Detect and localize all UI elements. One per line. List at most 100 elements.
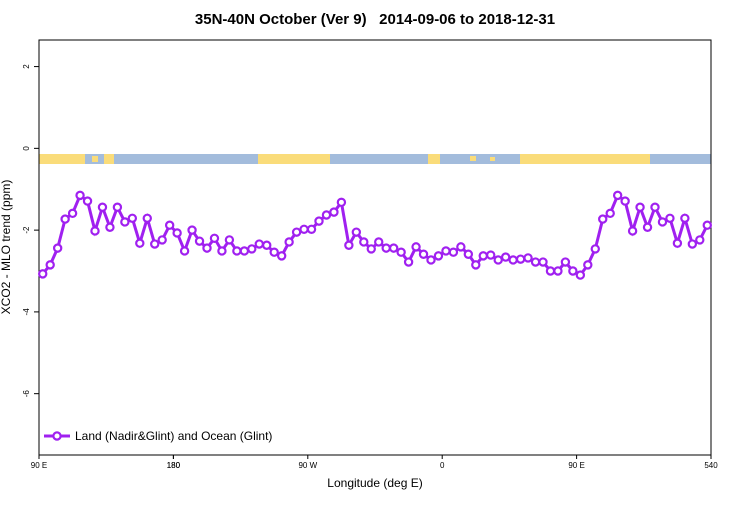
data-point [187,225,197,235]
data-point [612,190,623,201]
land-band [92,156,98,162]
data-point [627,226,638,236]
data-point [262,240,272,250]
land-band [490,157,495,161]
data-point [359,237,369,247]
data-point [388,243,399,253]
land-band [258,154,330,164]
data-point [478,251,488,261]
y-tick-label: -4 [22,308,31,316]
data-point [493,255,503,265]
chart-title: 35N-40N October (Ver 9) 2014-09-06 to 20… [195,11,555,28]
data-point [530,257,541,267]
data-point [702,220,712,230]
data-point [403,257,414,267]
data-point [112,202,123,212]
plot-frame [38,39,712,456]
data-point [366,244,376,254]
data-point [38,269,48,279]
ocean-band [39,154,711,164]
data-point [665,213,675,223]
data-point [426,255,436,265]
data-point [344,240,354,250]
data-point [605,208,615,219]
data-point [523,253,533,263]
data-point [314,216,324,226]
legend-marker [52,431,62,441]
legend-label: Land (Nadir&Glint) and Ocean (Glint) [75,429,272,443]
data-point [329,207,339,217]
data-point [284,237,294,247]
data-point [545,266,556,276]
x-tick-label: 180 [167,461,181,470]
data-point [508,255,518,265]
data-point [232,246,242,256]
data-point [680,213,690,223]
data-point [381,243,391,253]
data-point [217,246,227,256]
data-point [157,235,167,245]
data-point [598,214,608,224]
data-point [105,222,115,232]
data-point [209,233,220,244]
data-point [486,250,496,260]
data-point [575,270,586,280]
data-point [687,239,698,249]
data-point [60,214,70,224]
data-point [276,251,287,261]
data-point [172,228,182,238]
data-point [568,266,578,276]
data-point [306,224,317,235]
data-point [120,217,130,227]
series-line [41,192,709,278]
data-point [650,202,660,212]
data-point [336,197,347,208]
data-point [224,235,235,245]
data-point [590,244,600,254]
data-point [97,202,108,212]
data-point [657,217,668,227]
data-point [695,235,705,245]
data-point [82,196,93,206]
data-point [52,243,63,253]
data-point [635,202,645,212]
data-point [291,227,302,237]
data-point [538,257,548,267]
data-point [179,246,190,256]
data-point [396,247,406,257]
x-tick-label: 540 [704,461,718,470]
data-point [75,190,85,201]
x-tick-label: 90 W [298,461,317,470]
data-point [135,238,145,248]
data-point [433,251,444,261]
data-point [515,254,526,264]
data-point [553,266,563,276]
data-point [269,247,279,257]
land-band [39,154,85,164]
land-band [428,154,440,164]
data-point [202,243,212,253]
data-point [90,226,100,236]
data-point [142,213,152,223]
y-tick-label: -2 [22,226,31,234]
x-tick-label: 90 E [31,461,47,470]
x-axis-label: Longitude (deg E) [327,476,422,490]
x-tick-label: 0 [440,461,445,470]
data-point [456,242,466,252]
data-point [642,222,653,232]
land-ocean-strip [39,154,711,164]
data-point [448,247,459,257]
data-point [560,257,571,267]
data-point [45,260,55,270]
data-point [164,220,175,230]
data-point [463,249,474,259]
land-band [470,156,476,161]
land-band [520,154,650,164]
data-point [441,246,451,256]
data-point [583,260,593,270]
data-point [254,239,264,249]
y-tick-label: 0 [22,146,31,151]
data-point [620,196,630,206]
data-point [67,208,78,219]
